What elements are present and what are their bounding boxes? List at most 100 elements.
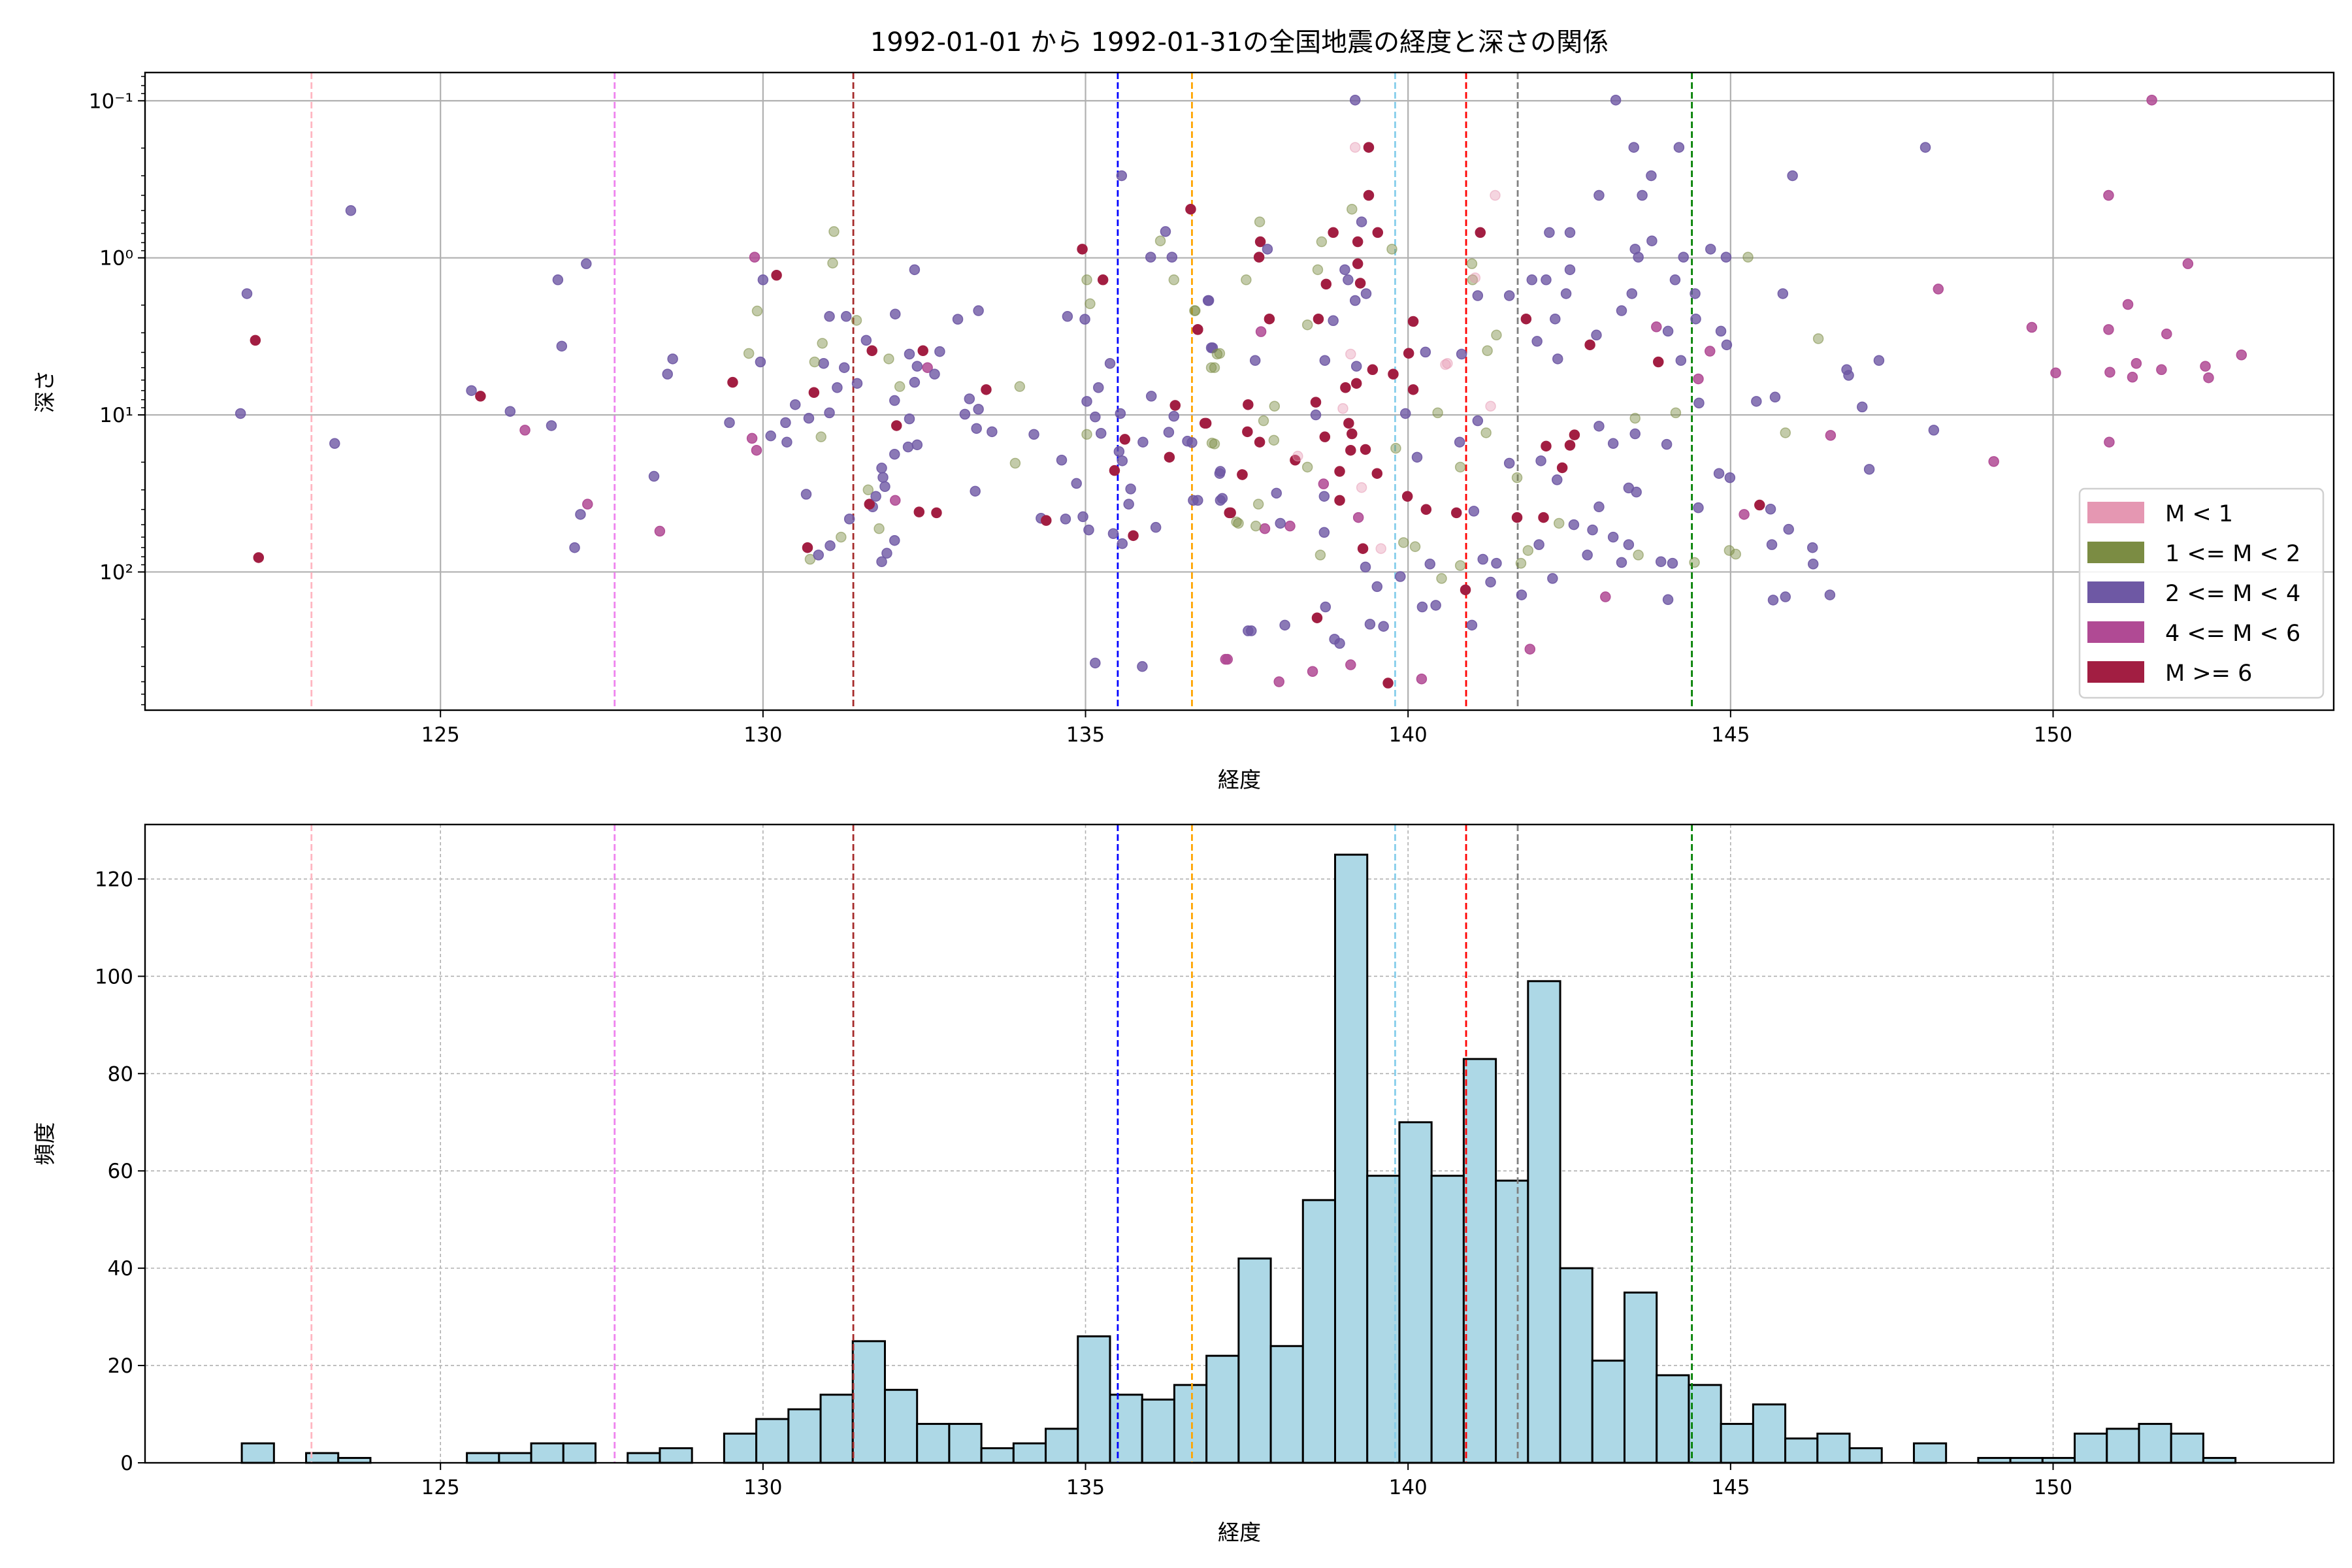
scatter-point <box>1564 227 1576 238</box>
legend-swatch <box>2087 502 2144 523</box>
y-tick-label: 10¹ <box>99 404 133 427</box>
scatter-point <box>2127 372 2138 383</box>
scatter-point <box>1477 553 1488 565</box>
histogram-bar <box>883 1388 919 1464</box>
scatter-point <box>1137 661 1148 672</box>
scatter-point <box>1205 362 1217 373</box>
scatter-point <box>755 356 766 368</box>
scatter-point <box>1626 288 1638 299</box>
scatter-point <box>1077 511 1088 523</box>
histogram-bar <box>1109 1394 1143 1464</box>
scatter-point <box>1095 428 1107 439</box>
scatter-point <box>1301 461 1313 473</box>
scatter-point <box>1690 313 1701 325</box>
scatter-point <box>1168 410 1180 422</box>
scatter-point <box>1409 541 1421 552</box>
scatter-point <box>1857 401 1868 413</box>
scatter-point <box>1378 621 1389 632</box>
scatter-point <box>1564 264 1576 276</box>
scatter-point <box>749 252 760 263</box>
scatter-point <box>874 523 885 534</box>
scatter-point <box>1825 430 1837 441</box>
scatter-point <box>851 315 862 326</box>
scatter-point <box>1200 417 1212 429</box>
x-tick-label: 150 <box>2034 723 2072 747</box>
scatter-point <box>1416 601 1428 613</box>
scatter-point <box>1319 355 1331 366</box>
scatter-point <box>552 274 564 286</box>
histogram-bar <box>1269 1345 1304 1464</box>
y-axis-label: 頻度 <box>32 1122 57 1166</box>
y-tick-label: 80 <box>108 1062 133 1086</box>
scatter-point <box>1339 264 1350 276</box>
scatter-point <box>1547 573 1558 584</box>
scatter-point <box>1262 244 1273 255</box>
scatter-point <box>1237 469 1248 480</box>
scatter-point <box>800 489 812 500</box>
histogram-bar <box>530 1442 564 1464</box>
scatter-point <box>1350 361 1362 372</box>
scatter-point <box>1863 464 1875 475</box>
y-tick-label: 100 <box>95 965 133 988</box>
scatter-point <box>827 257 838 269</box>
scatter-point <box>1243 399 1254 410</box>
scatter-point <box>1693 502 1704 514</box>
scatter-point <box>1386 244 1397 255</box>
scatter-point <box>1318 527 1330 538</box>
scatter-point <box>876 556 887 567</box>
scatter-point <box>1081 429 1092 440</box>
scatter-point <box>1224 507 1235 519</box>
scatter-point <box>1806 542 1818 553</box>
scatter-point <box>1334 495 1345 506</box>
scatter-point <box>864 498 875 510</box>
scatter-point <box>1254 236 1266 248</box>
x-tick-label: 125 <box>421 723 460 747</box>
scatter-point <box>1553 517 1565 529</box>
scatter-point <box>881 547 892 559</box>
scatter-point <box>1491 557 1502 569</box>
histogram-bar <box>916 1422 951 1464</box>
legend-box <box>2078 487 2325 699</box>
x-tick-label: 145 <box>1711 1476 1750 1499</box>
histogram-bar <box>1462 1058 1497 1464</box>
x-tick-label: 140 <box>1389 723 1428 747</box>
scatter-point <box>1432 407 1443 419</box>
histogram-bar <box>1141 1398 1175 1464</box>
scatter-point <box>1145 252 1156 263</box>
scatter-point <box>1109 465 1120 476</box>
scatter-point <box>1587 524 1598 536</box>
histogram-bar <box>240 1442 275 1464</box>
scatter-point <box>1616 557 1627 568</box>
scatter-point <box>1637 189 1648 201</box>
scatter-point <box>1460 584 1471 596</box>
scatter-point <box>1623 539 1635 550</box>
scatter-point <box>1328 315 1339 326</box>
scatter-point <box>1357 543 1369 554</box>
scatter-point <box>1466 258 1478 269</box>
legend-label: 2 <= M < 4 <box>2165 581 2300 607</box>
scatter-point <box>569 542 580 553</box>
scatter-point <box>771 270 782 281</box>
scatter-point <box>1436 573 1447 584</box>
scatter-point <box>2103 324 2114 335</box>
scatter-point <box>1531 336 1543 347</box>
scatter-point <box>1655 556 1667 567</box>
scatter-point <box>1313 313 1324 325</box>
scatter-point <box>970 485 981 497</box>
scatter-point <box>1751 396 1762 407</box>
scatter-point <box>1209 362 1220 373</box>
scatter-point <box>1349 142 1361 153</box>
scatter-point <box>904 413 915 425</box>
scatter-point <box>1662 594 1674 606</box>
scatter-point <box>1352 258 1364 269</box>
scatter-point <box>1628 142 1640 153</box>
legend-label: M >= 6 <box>2165 661 2252 687</box>
scatter-point <box>1312 264 1324 276</box>
scatter-point <box>1119 434 1130 445</box>
scatter-plot: 125 130 135 140 145 150 10⁻¹ 10⁰ 10¹ 10² 経度 深さ M < 1… <box>32 71 2335 792</box>
scatter-point <box>519 425 531 436</box>
scatter-point <box>929 368 940 380</box>
scatter-point <box>1116 170 1128 182</box>
scatter-point <box>1485 576 1496 588</box>
